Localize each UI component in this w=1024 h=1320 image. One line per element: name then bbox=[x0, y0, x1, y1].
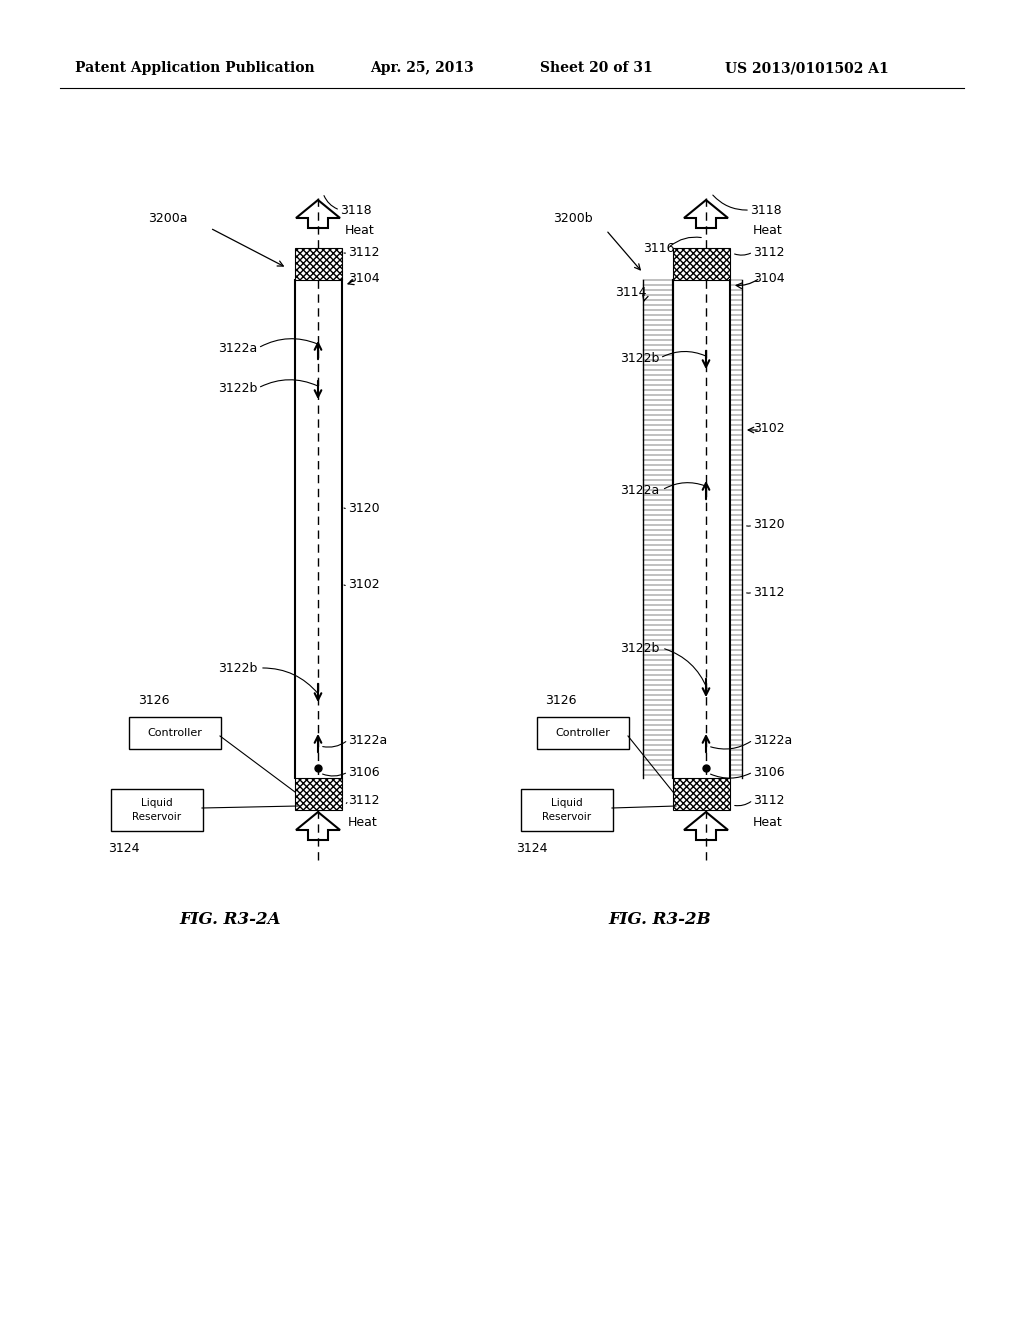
Text: 3120: 3120 bbox=[348, 502, 380, 515]
Text: Apr. 25, 2013: Apr. 25, 2013 bbox=[370, 61, 474, 75]
Text: 3112: 3112 bbox=[348, 246, 380, 259]
Bar bbox=[295, 777, 342, 810]
Text: 3122b: 3122b bbox=[620, 351, 659, 364]
Text: 3122a: 3122a bbox=[620, 483, 659, 496]
Text: 3112: 3112 bbox=[753, 246, 784, 259]
Text: 3118: 3118 bbox=[750, 203, 781, 216]
Text: 3122b: 3122b bbox=[218, 661, 257, 675]
FancyBboxPatch shape bbox=[129, 717, 221, 748]
Text: Heat: Heat bbox=[348, 816, 378, 829]
Text: Heat: Heat bbox=[753, 816, 782, 829]
Bar bbox=[295, 248, 342, 280]
Text: FIG. R3-2A: FIG. R3-2A bbox=[179, 912, 281, 928]
Text: US 2013/0101502 A1: US 2013/0101502 A1 bbox=[725, 61, 889, 75]
Text: Sheet 20 of 31: Sheet 20 of 31 bbox=[540, 61, 652, 75]
FancyBboxPatch shape bbox=[521, 789, 613, 832]
Text: Heat: Heat bbox=[345, 223, 375, 236]
FancyBboxPatch shape bbox=[537, 717, 629, 748]
Text: 3118: 3118 bbox=[340, 203, 372, 216]
Text: 3122b: 3122b bbox=[620, 642, 659, 655]
Text: 3102: 3102 bbox=[753, 421, 784, 434]
Text: 3122a: 3122a bbox=[218, 342, 257, 355]
Text: 3104: 3104 bbox=[753, 272, 784, 285]
Text: 3200a: 3200a bbox=[148, 211, 187, 224]
Text: FIG. R3-2B: FIG. R3-2B bbox=[608, 912, 712, 928]
Text: Patent Application Publication: Patent Application Publication bbox=[75, 61, 314, 75]
Bar bbox=[673, 248, 730, 280]
Text: Liquid
Reservoir: Liquid Reservoir bbox=[132, 799, 181, 821]
Polygon shape bbox=[296, 201, 340, 228]
Text: Heat: Heat bbox=[753, 223, 782, 236]
Text: Controller: Controller bbox=[147, 729, 203, 738]
Text: 3122a: 3122a bbox=[348, 734, 387, 747]
FancyBboxPatch shape bbox=[111, 789, 203, 832]
Text: 3112: 3112 bbox=[753, 586, 784, 598]
Text: 3124: 3124 bbox=[108, 842, 139, 854]
Text: 3120: 3120 bbox=[753, 519, 784, 532]
Text: 3106: 3106 bbox=[348, 766, 380, 779]
Text: 3114: 3114 bbox=[615, 285, 646, 298]
Text: Controller: Controller bbox=[556, 729, 610, 738]
Text: 3124: 3124 bbox=[516, 842, 548, 854]
Text: 3102: 3102 bbox=[348, 578, 380, 591]
Text: 3126: 3126 bbox=[138, 693, 170, 706]
Text: 3122b: 3122b bbox=[218, 381, 257, 395]
Text: 3116: 3116 bbox=[643, 242, 675, 255]
Text: 3112: 3112 bbox=[753, 793, 784, 807]
Polygon shape bbox=[684, 812, 728, 840]
Text: 3112: 3112 bbox=[348, 793, 380, 807]
Polygon shape bbox=[684, 201, 728, 228]
Text: 3104: 3104 bbox=[348, 272, 380, 285]
Text: Liquid
Reservoir: Liquid Reservoir bbox=[543, 799, 592, 821]
Text: 3126: 3126 bbox=[545, 693, 577, 706]
Text: 3122a: 3122a bbox=[753, 734, 793, 747]
Text: 3200b: 3200b bbox=[553, 211, 593, 224]
Bar bbox=[673, 777, 730, 810]
Text: 3106: 3106 bbox=[753, 766, 784, 779]
Polygon shape bbox=[296, 812, 340, 840]
